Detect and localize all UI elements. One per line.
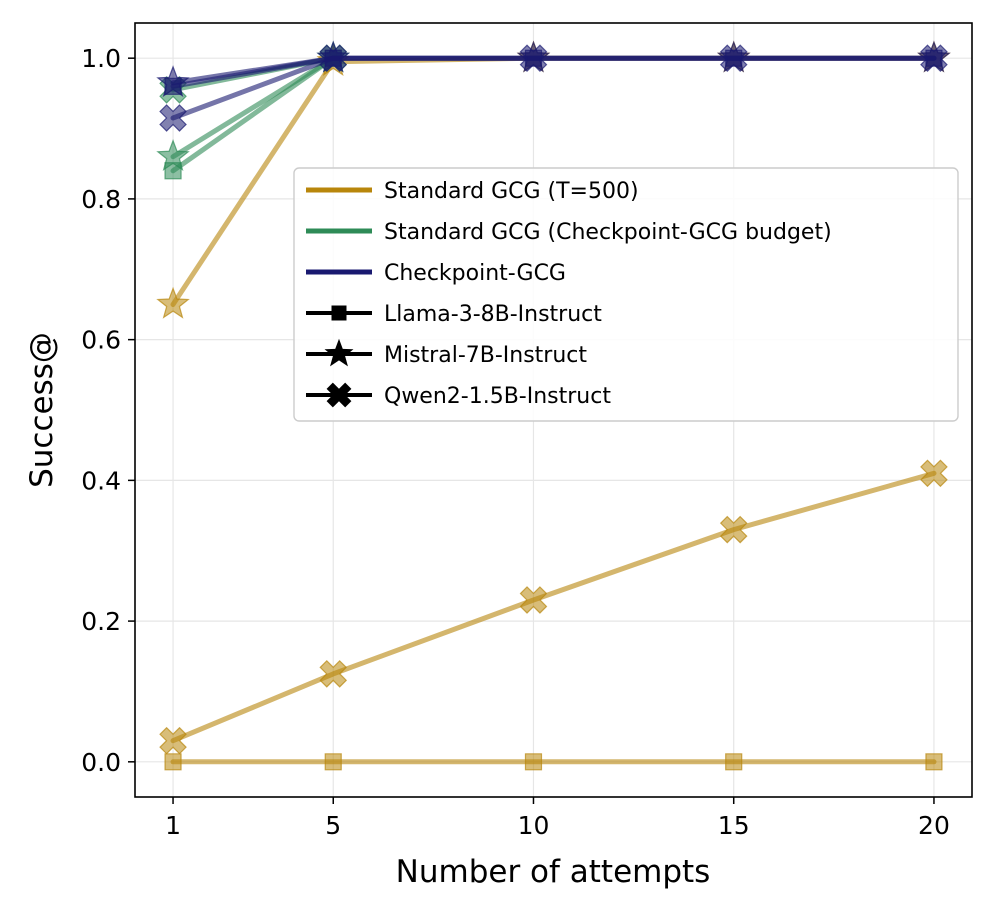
series-line xyxy=(170,55,937,86)
x-tick-label: 15 xyxy=(718,811,750,840)
y-tick-label: 0.8 xyxy=(81,185,121,214)
data-point-x xyxy=(519,586,548,614)
y-tick-label: 0.4 xyxy=(81,466,121,495)
x-tick-label: 5 xyxy=(325,811,341,840)
legend-marker-x xyxy=(326,382,352,408)
legend-entry-label: Mistral-7B-Instruct xyxy=(384,343,587,368)
legend-entry-label: Qwen2-1.5B-Instruct xyxy=(384,384,611,409)
x-tick-label: 10 xyxy=(518,811,550,840)
data-point-x xyxy=(920,44,948,73)
data-point-square xyxy=(725,753,743,771)
y-tick-label: 0.6 xyxy=(81,326,121,355)
series-line xyxy=(170,55,336,160)
data-point-star xyxy=(156,65,190,98)
legend: Standard GCG (T=500) Standard GCG (Checkp… xyxy=(293,167,959,422)
legend-marker-star xyxy=(324,338,354,367)
series-line xyxy=(170,55,937,89)
y-tick-label: 0.0 xyxy=(81,748,121,777)
ticks: 1 5 10 15 200.00.20.40.60.81.0 xyxy=(81,44,950,840)
data-point-square xyxy=(324,753,342,771)
x-axis-title: Number of attempts xyxy=(396,854,711,890)
data-point-x xyxy=(920,459,948,488)
data-point-star xyxy=(156,286,190,319)
y-tick-label: 0.2 xyxy=(81,607,121,636)
data-point-x xyxy=(719,44,748,73)
x-tick-label: 20 xyxy=(918,811,950,840)
series-0-2 xyxy=(159,459,948,755)
data-point-star xyxy=(156,139,190,171)
series-line xyxy=(170,470,937,744)
legend-box xyxy=(293,167,959,422)
series-2-1 xyxy=(156,40,951,98)
data-point-square xyxy=(524,753,543,771)
data-point-x xyxy=(719,515,748,544)
data-point-x xyxy=(319,44,348,73)
plot-frame xyxy=(134,22,973,798)
x-tick-label: 1 xyxy=(165,811,181,840)
data-point-square xyxy=(164,753,182,771)
series-layer xyxy=(156,40,951,771)
series-2-2 xyxy=(159,44,948,132)
data-point-x xyxy=(319,660,348,688)
legend-entry-label: Standard GCG (Checkpoint-GCG budget) xyxy=(384,220,832,245)
legend-entry-label: Standard GCG (T=500) xyxy=(384,179,639,204)
y-axis-title: Success@ xyxy=(24,332,60,488)
data-point-square xyxy=(925,753,943,771)
data-point-x xyxy=(159,104,187,132)
series-0-0 xyxy=(164,753,943,771)
data-point-x xyxy=(159,726,187,755)
legend-marker-square xyxy=(331,305,347,321)
y-tick-label: 1.0 xyxy=(81,44,121,73)
data-point-x xyxy=(519,44,548,73)
legend-entry-label: Llama-3-8B-Instruct xyxy=(384,302,602,327)
legend-entry-label: Checkpoint-GCG xyxy=(384,261,566,286)
